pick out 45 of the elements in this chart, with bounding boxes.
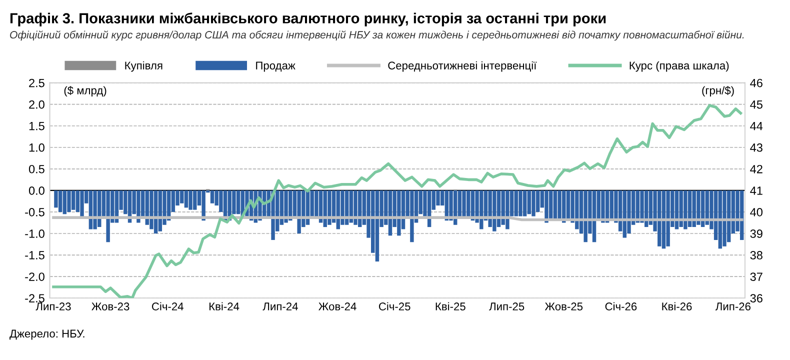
y-tick-label: 2.0 [29,100,44,109]
x-tick-label: Жов-25 [544,302,583,310]
y2-tick-label: 37 [750,272,762,281]
y-tick-label: -1.0 [25,230,44,238]
text: Джерело: НБУ. [10,330,84,340]
y2-tick-label: 38 [750,251,762,260]
x-tick-label: Кві-25 [436,302,466,310]
y-tick-label: -2.0 [25,272,44,281]
y-tick-label: 0.5 [28,164,44,174]
x-tick-label: Лип-26 [716,302,750,310]
x-tick-label: Жов-23 [92,302,130,310]
x-tick-label: Січ-24 [152,302,184,310]
y2-axis-title: (грн/$) [702,86,734,97]
x-tick-label: Жов-24 [318,302,356,310]
y2-tick-label: 46 [750,78,762,88]
x-tick-label: Лип-24 [262,302,298,310]
y2-tick-label: 44 [750,122,763,130]
y-tick-label: -1.5 [25,251,44,260]
y2-tick-label: 36 [750,294,762,302]
y-tick-label: 2.5 [29,78,44,88]
line-series [52,104,742,298]
x-tick-label: Лип-23 [36,302,71,310]
y-tick-label: 1.0 [29,143,44,152]
chart-subtitle: Офіційний обмінний курс гривня/долар США та обсяги інтервенцій НБУ за кожен тиждень і середньотижневі від початку повномасштабної війни. [10,30,744,41]
x-tick-label: Січ-26 [605,302,637,310]
x-tick-label: Лип-25 [489,302,524,310]
legend-label: Продаж [256,62,296,72]
legend-label: Курс (права шкала) [630,61,729,72]
y2-tick-label: 39 [750,230,762,238]
y2-tick-label: 43 [750,143,762,152]
y-tick-label: -0.5 [25,208,44,216]
y-axis-title: ($ млрд) [64,86,106,97]
x-tick-label: Кві-24 [209,302,240,310]
x-tick-label: Кві-26 [662,302,692,310]
legend-label: Середньотижневі інтервенції [388,61,537,72]
y2-tick-label: 45 [750,100,762,109]
legend-label: Купівля [125,61,162,72]
y2-tick-label: 42 [750,164,762,174]
chart-title: Графік 3. Показники міжбанківського валютного ринку, історія за останні три роки [10,12,606,26]
y-tick-label: 0.0 [28,186,44,195]
y2-tick-label: 40 [750,208,762,216]
y-tick-label: 1.5 [29,122,44,130]
y2-tick-label: 41 [750,186,762,195]
y-tick-label: -2.5 [25,294,44,302]
x-tick-label: Січ-25 [378,302,410,310]
